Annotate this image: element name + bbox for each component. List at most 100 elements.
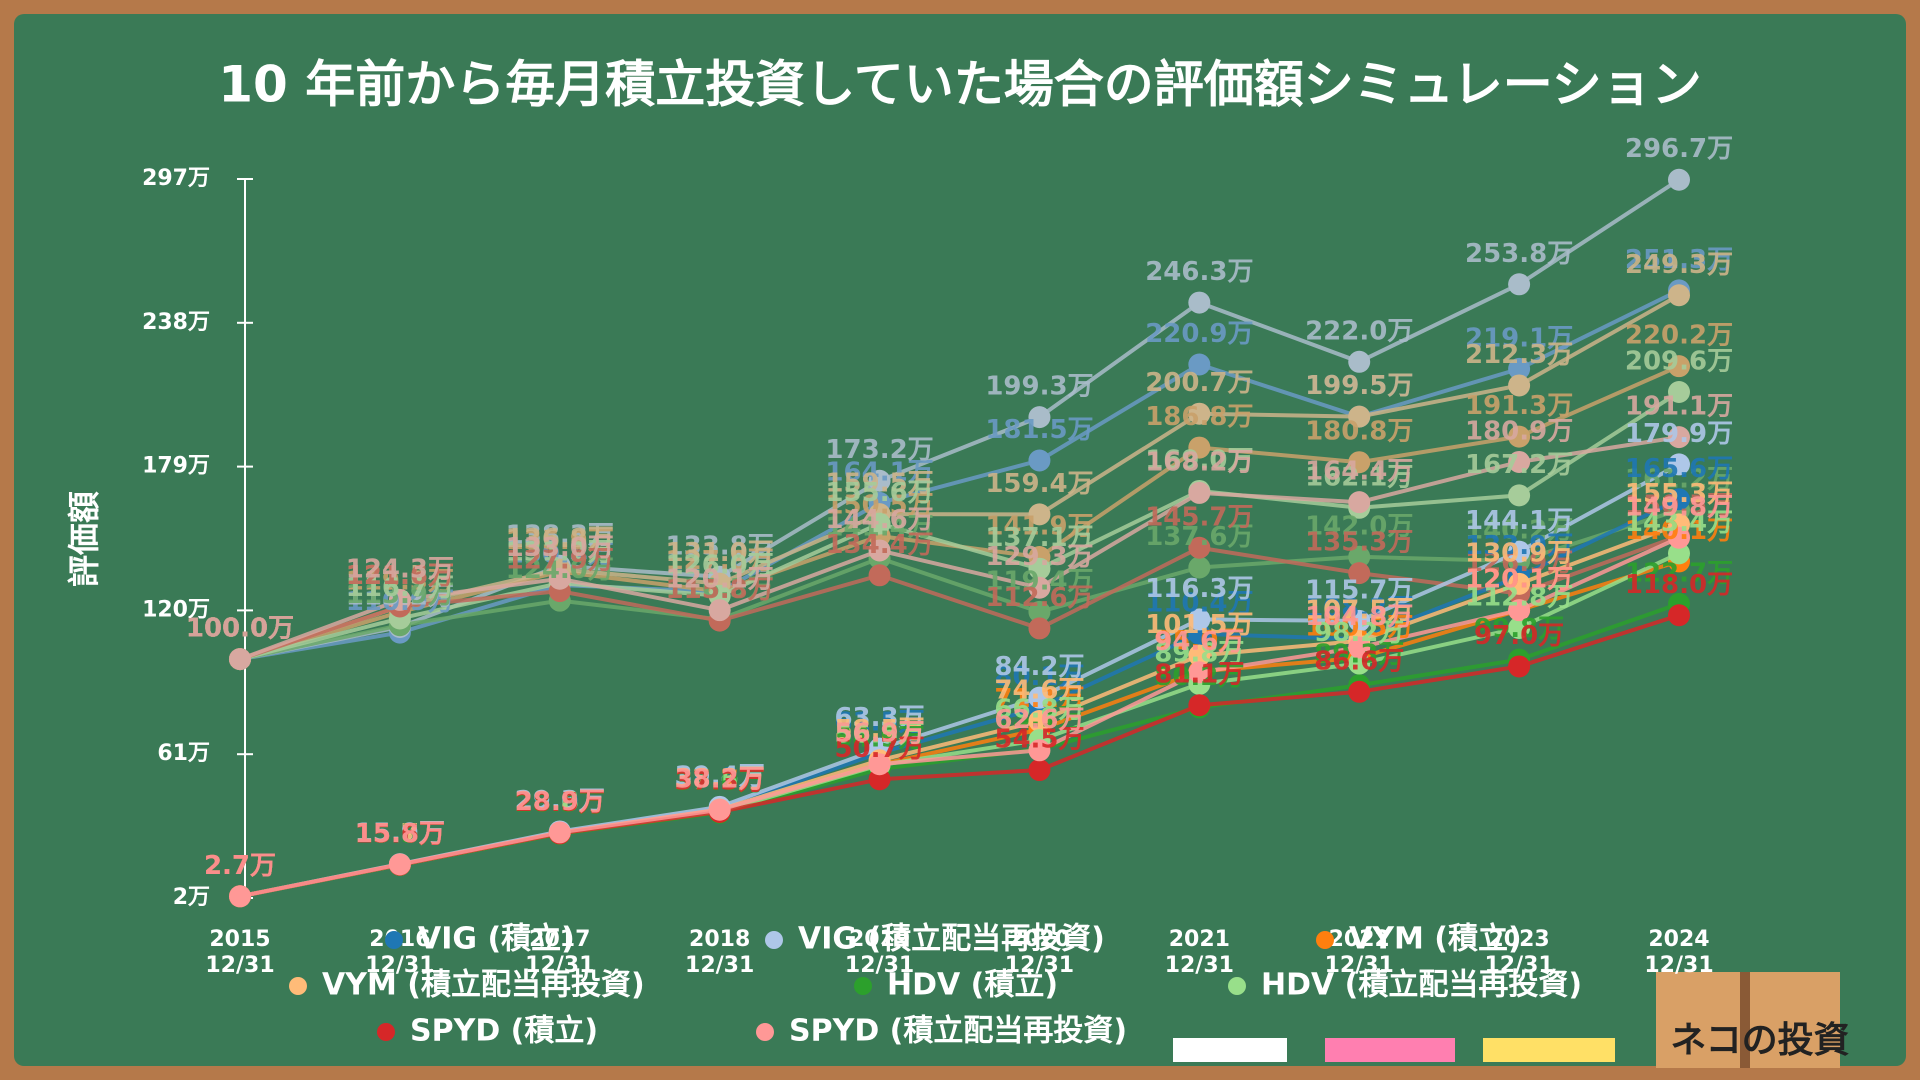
data-label: 100.5万 xyxy=(1305,612,1413,642)
data-label: 251.3万 xyxy=(1625,245,1733,275)
legend-marker xyxy=(385,931,403,949)
data-label: 28.5万 xyxy=(515,788,605,818)
data-label: 119.4万 xyxy=(985,566,1093,596)
point xyxy=(1348,491,1371,514)
x-tick-label: 2017 12/31 xyxy=(525,927,594,978)
point xyxy=(1508,572,1531,595)
x-tick-label: 201612/31 xyxy=(365,927,434,978)
data-label: 159.4万 xyxy=(985,469,1093,499)
data-label: 127.6万 xyxy=(666,546,774,576)
data-label: 165.6万 xyxy=(1625,454,1733,484)
point xyxy=(1188,291,1211,314)
data-label: 61.5万 xyxy=(834,707,924,737)
point xyxy=(388,853,411,876)
point xyxy=(388,588,411,611)
point xyxy=(1028,576,1051,599)
series-line xyxy=(239,288,1680,662)
point xyxy=(1188,644,1211,667)
point xyxy=(1348,680,1371,703)
data-label: 15.7万 xyxy=(355,819,445,849)
point xyxy=(868,469,891,492)
data-label: 2.7万 xyxy=(204,851,276,881)
data-label: 112.8万 xyxy=(1465,582,1573,612)
y-tick-label: 120万 xyxy=(142,597,210,622)
data-label: 115.7万 xyxy=(1305,575,1413,605)
point xyxy=(1668,542,1690,565)
legend-marker xyxy=(765,931,783,949)
board xyxy=(14,14,1906,1066)
point xyxy=(1188,661,1211,684)
point xyxy=(1188,608,1211,631)
point xyxy=(868,564,891,587)
data-label: 71.1万 xyxy=(994,684,1084,714)
point xyxy=(1348,609,1371,632)
data-label: 144.1万 xyxy=(1465,506,1573,536)
data-label: 116.3万 xyxy=(666,574,774,604)
data-label: 2.7万 xyxy=(204,851,276,881)
data-label: 131.2万 xyxy=(506,538,614,568)
point xyxy=(1508,425,1531,448)
data-label: 191.1万 xyxy=(1625,392,1733,422)
point xyxy=(868,512,891,535)
data-label: 54.9万 xyxy=(834,724,924,754)
point xyxy=(708,599,731,622)
data-label: 37.7万 xyxy=(675,765,765,795)
data-label: 150.5万 xyxy=(1625,491,1733,521)
data-label: 29.3万 xyxy=(515,786,605,816)
data-label: 199.5万 xyxy=(1305,371,1413,401)
legend-label: VIG (積立) xyxy=(418,922,575,957)
data-label: 144.6万 xyxy=(825,505,933,535)
data-label: 138.3万 xyxy=(506,520,614,550)
data-label: 54.5万 xyxy=(994,725,1084,755)
data-label: 2.7万 xyxy=(204,851,276,881)
data-label: 122.7万 xyxy=(1625,558,1733,588)
point xyxy=(1348,652,1371,675)
data-label: 37.5万 xyxy=(675,766,765,796)
data-label: 199.3万 xyxy=(985,372,1093,402)
data-label: 2.7万 xyxy=(204,851,276,881)
point xyxy=(1188,402,1211,425)
point xyxy=(1188,536,1211,559)
data-label: 29.0万 xyxy=(515,787,605,817)
deco-box xyxy=(1483,1038,1615,1062)
data-label: 80.2万 xyxy=(1154,662,1244,692)
data-label: 110.4万 xyxy=(1145,588,1253,618)
data-label: 15.8万 xyxy=(355,819,445,849)
data-label: 15.5万 xyxy=(355,820,445,850)
point xyxy=(868,753,891,776)
data-label: 296.7万 xyxy=(1625,134,1733,164)
data-label: 181.5万 xyxy=(985,415,1093,445)
data-label: 142.0万 xyxy=(1305,511,1413,541)
data-label: 133.9万 xyxy=(1465,531,1573,561)
point xyxy=(1668,355,1690,378)
data-label: 219.1万 xyxy=(1465,323,1573,353)
point xyxy=(1508,655,1531,678)
data-label: 2.7万 xyxy=(204,851,276,881)
series-line xyxy=(239,178,1681,662)
data-label: 167.2万 xyxy=(1465,450,1573,480)
point xyxy=(1508,273,1531,296)
data-label: 180.8万 xyxy=(1305,417,1413,447)
data-label: 246.3万 xyxy=(1145,257,1253,287)
point xyxy=(1188,556,1211,579)
point xyxy=(1668,526,1690,549)
point xyxy=(1028,557,1051,580)
point xyxy=(1348,545,1371,568)
point xyxy=(548,567,571,590)
point xyxy=(1028,739,1051,762)
data-label: 127.8万 xyxy=(666,546,774,576)
point xyxy=(1668,381,1690,404)
data-label: 15.6万 xyxy=(355,819,445,849)
data-label: 180.9万 xyxy=(1465,416,1573,446)
legend-label: VIG (積立配当再投資) xyxy=(798,922,1105,957)
data-label: 186.8万 xyxy=(1145,402,1253,432)
legend-label: VYM (積立配当再投資) xyxy=(322,968,645,1003)
point xyxy=(1028,710,1051,733)
data-label: 143.4万 xyxy=(1625,508,1733,538)
data-label: 145.7万 xyxy=(1145,502,1253,532)
data-label: 28.9万 xyxy=(515,787,605,817)
point xyxy=(1188,481,1211,504)
data-label: 37.0万 xyxy=(675,767,765,797)
data-label: 100.0万 xyxy=(186,614,294,644)
